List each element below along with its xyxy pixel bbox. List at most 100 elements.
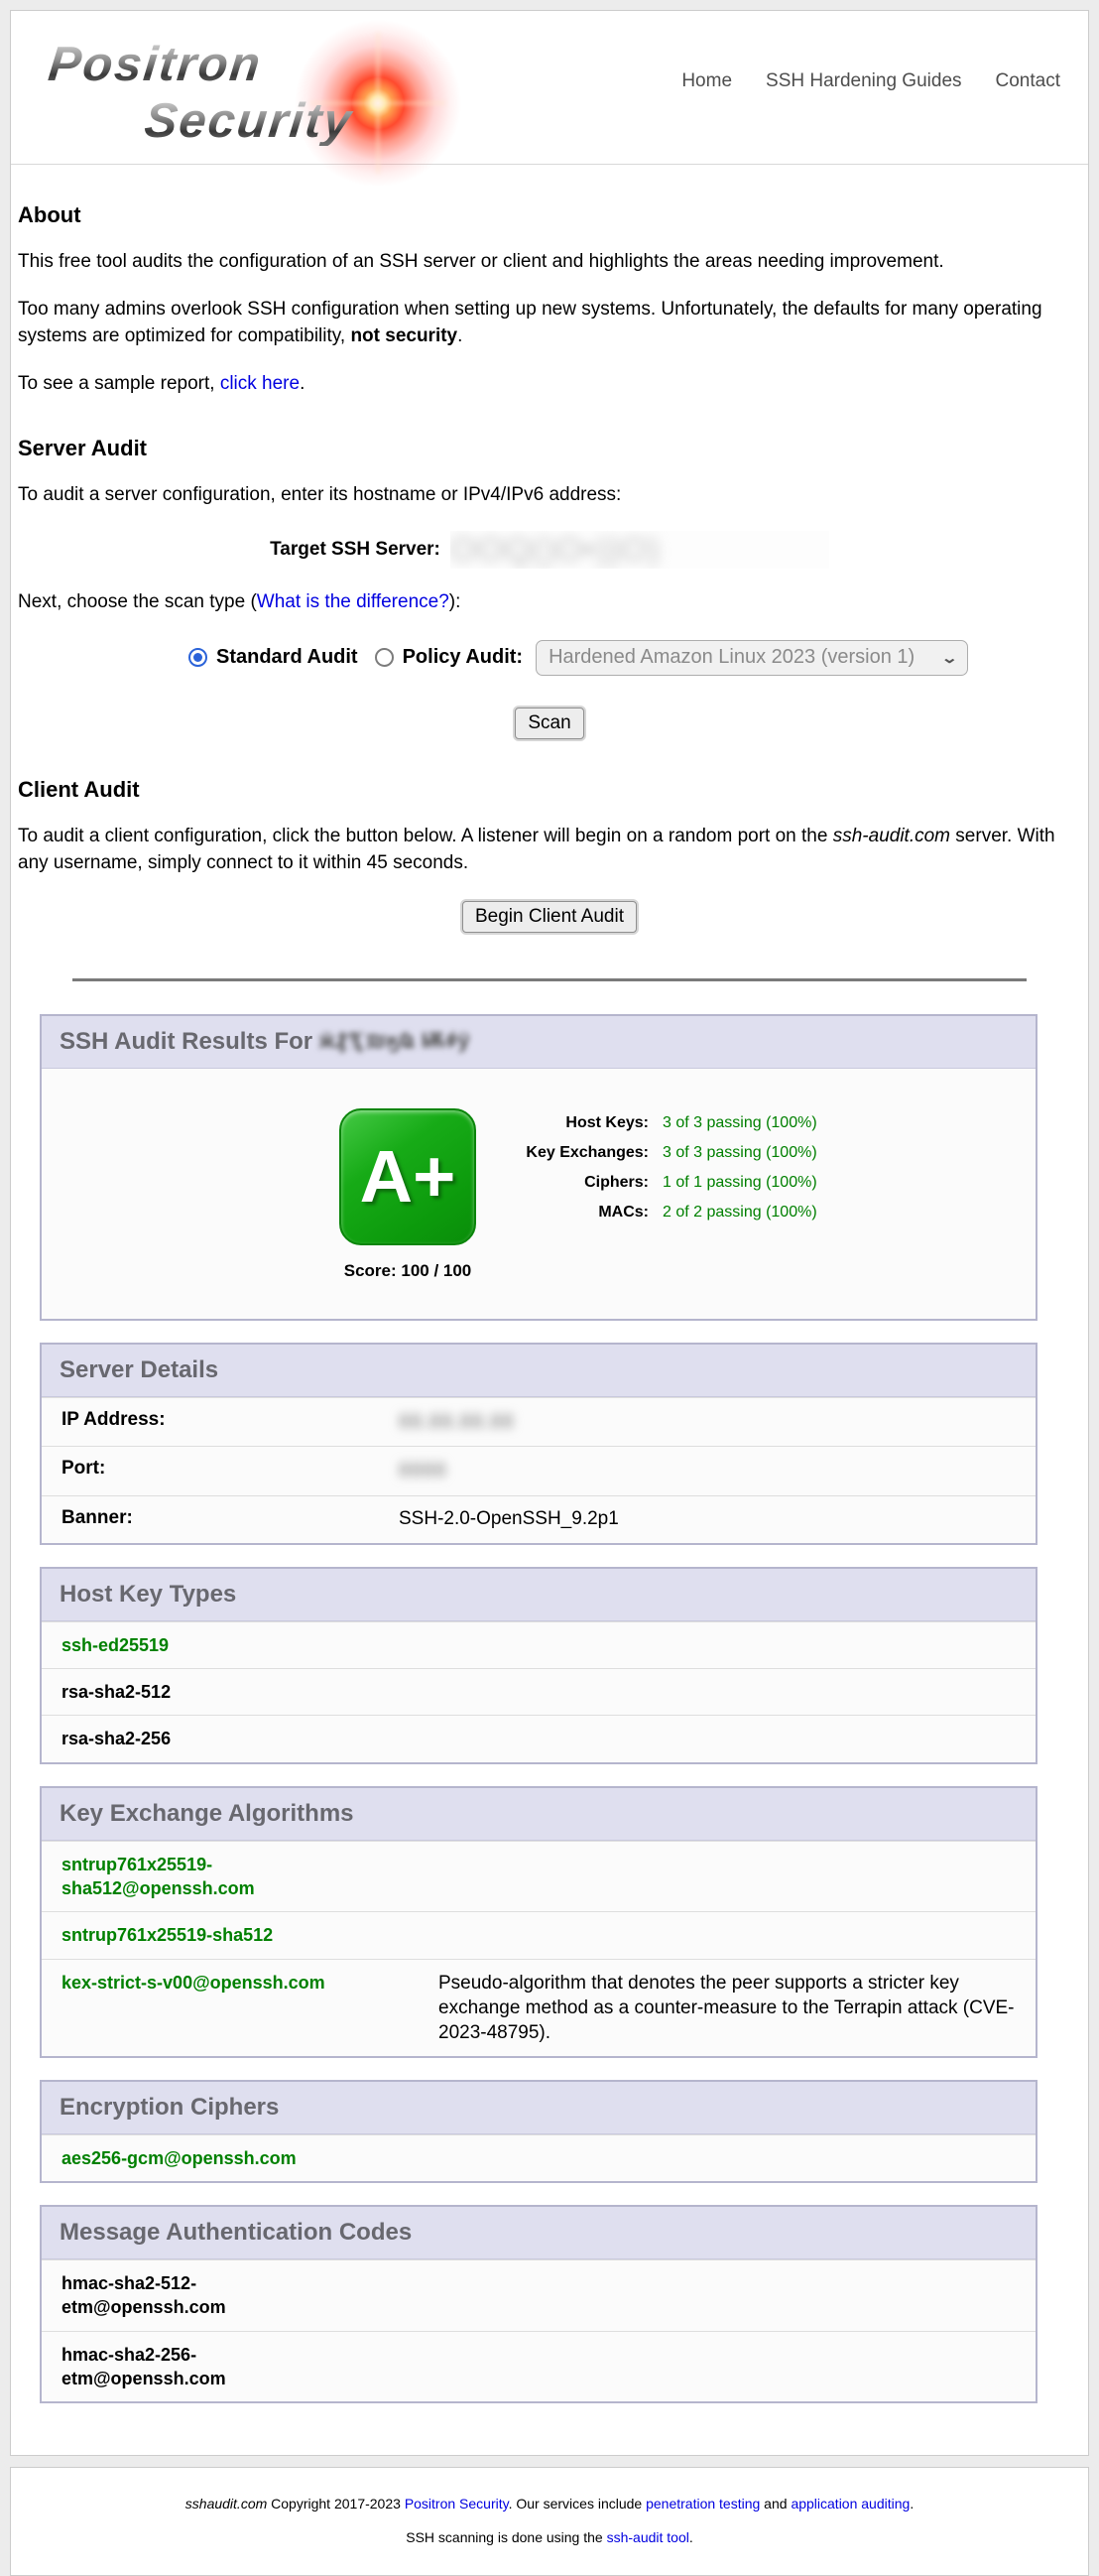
key-exchange-algorithms-panel: Key Exchange Algorithms sntrup761x25519-… — [40, 1785, 1038, 2058]
target-ssh-server-label: Target SSH Server: — [270, 538, 440, 560]
host-key-types-panel: Host Key Types ssh-ed25519 rsa-sha2-512 … — [40, 1566, 1038, 1764]
encryption-ciphers-panel: Encryption Ciphers aes256-gcm@openssh.co… — [40, 2079, 1038, 2184]
results-title-prefix: SSH Audit Results For — [60, 1027, 319, 1055]
stats-value: 3 of 3 passing (100%) — [663, 1113, 817, 1131]
row-value: 88.88.88.88 — [399, 1409, 515, 1436]
sample-report-link[interactable]: click here — [219, 372, 301, 394]
redacted-hostname: ӝ₰Ԇ҈ ₪ӄҨ Ѭ҂ӱ — [318, 1027, 470, 1053]
stats-row-host-keys: Host Keys: 3 of 3 passing (100%) — [500, 1113, 817, 1132]
footer-link-ssh-audit-tool[interactable]: ssh-audit tool — [606, 2529, 689, 2546]
grade-badge: A+ — [339, 1107, 476, 1245]
table-row: sntrup761x25519-sha512@openssh.com — [42, 1840, 1036, 1912]
algorithm-name: hmac-sha2-512-etm@openssh.com — [61, 2273, 226, 2318]
starburst-icon — [294, 19, 462, 188]
algorithm-name: aes256-gcm@openssh.com — [61, 2147, 297, 2168]
ssh-audit-results-panel: SSH Audit Results For ӝ₰Ԇ҈ ₪ӄҨ Ѭ҂ӱ A+ Sc… — [40, 1013, 1038, 1321]
client-audit-text-after: server. With any username, simply connec… — [18, 825, 1055, 873]
results-stats: Host Keys: 3 of 3 passing (100%) Key Exc… — [500, 1113, 817, 1281]
policy-audit-label: Policy Audit: — [402, 646, 524, 669]
stats-row-key-exchanges: Key Exchanges: 3 of 3 passing (100%) — [500, 1143, 817, 1162]
target-ssh-server-input[interactable]: OOQ()O•)}O) — [449, 530, 829, 569]
table-row-banner: Banner: SSH-2.0-OpenSSH_9.2p1 — [42, 1495, 1036, 1543]
sample-report-text: To see a sample report, — [18, 372, 220, 394]
begin-client-audit-button[interactable]: Begin Client Audit — [462, 900, 637, 933]
results-body: A+ Score: 100 / 100 Host Keys: 3 of 3 pa… — [42, 1069, 1036, 1319]
stats-label: MACs: — [598, 1203, 649, 1221]
logo-word-security: Security — [142, 94, 429, 148]
algorithm-name: ssh-ed25519 — [61, 1634, 170, 1655]
scan-type-radio-row: Standard Audit Policy Audit: Hardened Am… — [188, 639, 1081, 676]
about-paragraph-3: To see a sample report, click here. — [18, 371, 1081, 398]
scan-button-row: Scan — [18, 707, 1081, 739]
algorithm-name: hmac-sha2-256-etm@openssh.com — [61, 2344, 226, 2389]
algorithm-note — [359, 1853, 1016, 1901]
footer-link-penetration-testing[interactable]: penetration testing — [646, 2496, 761, 2512]
stats-label: Key Exchanges: — [526, 1143, 649, 1161]
row-value: 8888 — [399, 1458, 447, 1484]
footer-line-2: SSH scanning is done using the ssh-audit… — [11, 2529, 1088, 2545]
policy-audit-radio[interactable] — [374, 648, 394, 668]
policy-select-value: Hardened Amazon Linux 2023 (version 1) — [549, 646, 916, 669]
algorithm-name: kex-strict-s-v00@openssh.com — [61, 1972, 325, 1993]
scan-type-text: Next, choose the scan type ( — [18, 590, 257, 612]
nav-link-contact[interactable]: Contact — [995, 70, 1060, 91]
standard-audit-label: Standard Audit — [216, 646, 358, 669]
client-audit-paragraph: To audit a client configuration, click t… — [18, 824, 1081, 877]
results-panel-header: SSH Audit Results For ӝ₰Ԇ҈ ₪ӄҨ Ѭ҂ӱ — [42, 1015, 1036, 1069]
server-audit-heading: Server Audit — [18, 435, 148, 460]
not-security-bold: not security — [350, 324, 458, 346]
score-label: Score: 100 / 100 — [343, 1260, 472, 1280]
chevron-down-icon: ⌄ — [939, 649, 958, 667]
about-heading: About — [18, 202, 81, 227]
stats-value: 3 of 3 passing (100%) — [663, 1143, 817, 1161]
site-footer: sshaudit.com Copyright 2017-2023 Positro… — [10, 2467, 1089, 2576]
footer-text: . — [688, 2529, 693, 2546]
footer-link-application-auditing[interactable]: application auditing — [791, 2496, 911, 2512]
main-content-box: Positron Security Home SSH Hardening Gui… — [10, 10, 1089, 2457]
algorithm-name: sntrup761x25519-sha512@openssh.com — [61, 1854, 255, 1898]
algorithm-note: Pseudo-algorithm that denotes the peer s… — [438, 1972, 1015, 2043]
standard-audit-radio[interactable] — [188, 648, 207, 668]
scan-button[interactable]: Scan — [515, 707, 584, 739]
table-row: sntrup761x25519-sha512 — [42, 1911, 1036, 1958]
footer-sshaudit-italic: sshaudit.com — [184, 2496, 268, 2512]
table-row: hmac-sha2-512-etm@openssh.com — [42, 2259, 1036, 2331]
table-row-ip-address: IP Address: 88.88.88.88 — [42, 1396, 1036, 1447]
positron-security-logo[interactable]: Positron Security — [31, 19, 462, 188]
footer-text: and — [760, 2496, 792, 2512]
section-divider — [72, 977, 1027, 981]
server-details-panel: Server Details IP Address: 88.88.88.88 P… — [40, 1342, 1038, 1545]
sample-report-period: . — [300, 372, 305, 394]
footer-text: SSH scanning is done using the — [406, 2529, 607, 2546]
table-row: rsa-sha2-512 — [42, 1668, 1036, 1715]
stats-row-ciphers: Ciphers: 1 of 1 passing (100%) — [500, 1174, 817, 1192]
policy-select-dropdown[interactable]: Hardened Amazon Linux 2023 (version 1) ⌄ — [536, 639, 969, 676]
nav-link-home[interactable]: Home — [681, 70, 733, 91]
table-row: kex-strict-s-v00@openssh.com Pseudo-algo… — [42, 1958, 1036, 2056]
site-header: Positron Security Home SSH Hardening Gui… — [11, 11, 1088, 188]
table-row: aes256-gcm@openssh.com — [42, 2133, 1036, 2181]
stats-value: 2 of 2 passing (100%) — [663, 1203, 817, 1221]
table-row: rsa-sha2-256 — [42, 1715, 1036, 1761]
encryption-ciphers-header: Encryption Ciphers — [42, 2081, 1036, 2134]
table-row: hmac-sha2-256-etm@openssh.com — [42, 2330, 1036, 2402]
message-authentication-codes-panel: Message Authentication Codes hmac-sha2-5… — [40, 2205, 1038, 2404]
algorithm-name: sntrup761x25519-sha512 — [61, 1925, 274, 1946]
macs-header: Message Authentication Codes — [42, 2207, 1036, 2260]
grade-block: A+ Score: 100 / 100 — [339, 1107, 476, 1281]
nav-link-ssh-hardening-guides[interactable]: SSH Hardening Guides — [766, 70, 962, 91]
stats-label: Host Keys: — [565, 1113, 649, 1131]
logo-word-positron: Positron — [46, 38, 429, 91]
redacted-ip-value: 88.88.88.88 — [399, 1410, 515, 1433]
stats-value: 1 of 1 passing (100%) — [663, 1173, 817, 1191]
footer-link-positron-security[interactable]: Positron Security — [404, 2496, 509, 2512]
client-audit-text: To audit a client configuration, click t… — [18, 825, 833, 846]
what-is-the-difference-link[interactable]: What is the difference? — [256, 590, 449, 612]
server-details-header: Server Details — [42, 1344, 1036, 1397]
algorithm-name: rsa-sha2-256 — [61, 1729, 172, 1749]
algorithm-name: rsa-sha2-512 — [61, 1682, 172, 1703]
server-audit-intro: To audit a server configuration, enter i… — [18, 483, 622, 505]
header-divider — [11, 164, 1088, 165]
about-paragraph-2: Too many admins overlook SSH configurati… — [18, 297, 1081, 350]
row-label: Port: — [61, 1458, 106, 1480]
